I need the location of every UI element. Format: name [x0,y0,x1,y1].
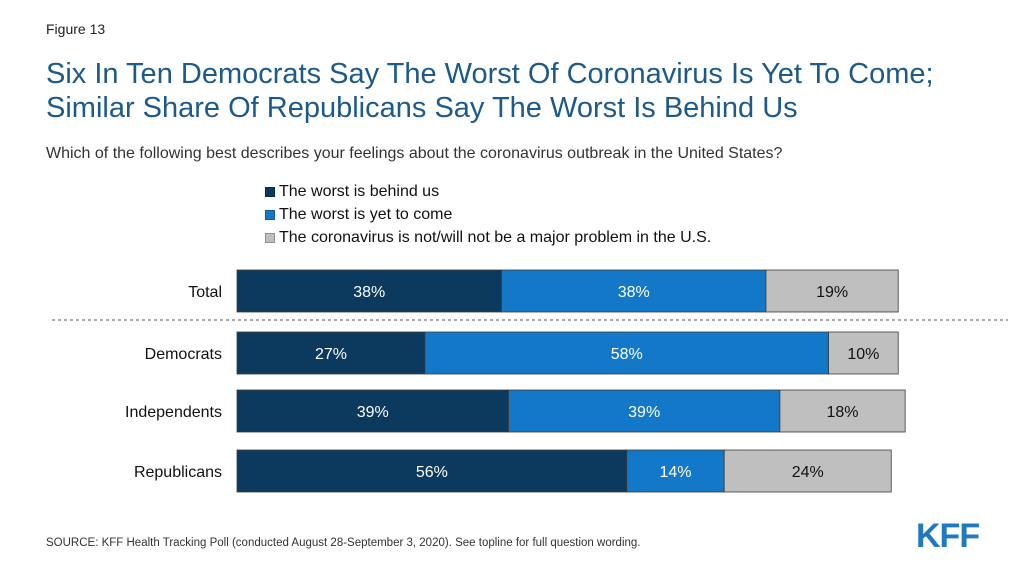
data-label-independents-not-major-problem: 18% [827,404,859,421]
bar-republicans-worst-behind [236,449,628,493]
bar-republicans-worst-yet-to-come [626,449,725,493]
data-label-total-worst-yet-to-come: 38% [618,284,650,301]
data-label-total-not-major-problem: 19% [816,284,848,301]
data-label-independents-worst-yet-to-come: 39% [628,404,660,421]
category-label-total: Total [188,284,222,301]
category-label-republicans: Republicans [134,464,222,481]
kff-logo: KFF [916,517,980,555]
source-note: SOURCE: KFF Health Tracking Poll (conduc… [46,537,641,549]
bar-total-not-major-problem [765,269,899,313]
bar-democrats-not-major-problem [828,331,899,375]
legend: The worst is behind us The worst is yet … [265,180,711,249]
category-label-independents: Independents [125,404,222,421]
legend-label-worst-yet-to-come: The worst is yet to come [279,205,453,223]
data-label-total-worst-behind: 38% [353,284,385,301]
data-label-independents-worst-behind: 39% [357,404,389,421]
figure-label: Figure 13 [46,21,106,37]
legend-swatch-not-major-problem [265,232,275,243]
data-label-republicans-worst-behind: 56% [416,464,448,481]
bar-total-worst-yet-to-come [501,269,767,313]
category-label-democrats: Democrats [145,346,222,363]
data-label-democrats-worst-behind: 27% [315,346,347,363]
data-label-democrats-not-major-problem: 10% [847,346,879,363]
chart-subtitle: Which of the following best describes yo… [46,145,783,162]
bar-republicans-not-major-problem [723,449,892,493]
legend-swatch-worst-behind [265,186,275,197]
legend-item-not-major-problem: The coronavirus is not/will not be a maj… [265,226,711,249]
legend-item-worst-behind: The worst is behind us [265,180,711,203]
legend-label-not-major-problem: The coronavirus is not/will not be a maj… [279,228,712,246]
bar-independents-not-major-problem [779,389,906,433]
legend-label-worst-behind: The worst is behind us [279,182,440,200]
legend-swatch-worst-yet-to-come [265,209,275,220]
legend-item-worst-yet-to-come: The worst is yet to come [265,203,711,226]
data-label-republicans-not-major-problem: 24% [792,464,824,481]
chart-title: Six In Ten Democrats Say The Worst Of Co… [46,58,934,124]
bar-independents-worst-behind [236,389,509,433]
data-label-republicans-worst-yet-to-come: 14% [659,464,691,481]
data-label-democrats-worst-yet-to-come: 58% [611,346,643,363]
bar-independents-worst-yet-to-come [508,389,781,433]
bar-democrats-worst-behind [236,331,426,375]
bar-democrats-worst-yet-to-come [424,331,830,375]
